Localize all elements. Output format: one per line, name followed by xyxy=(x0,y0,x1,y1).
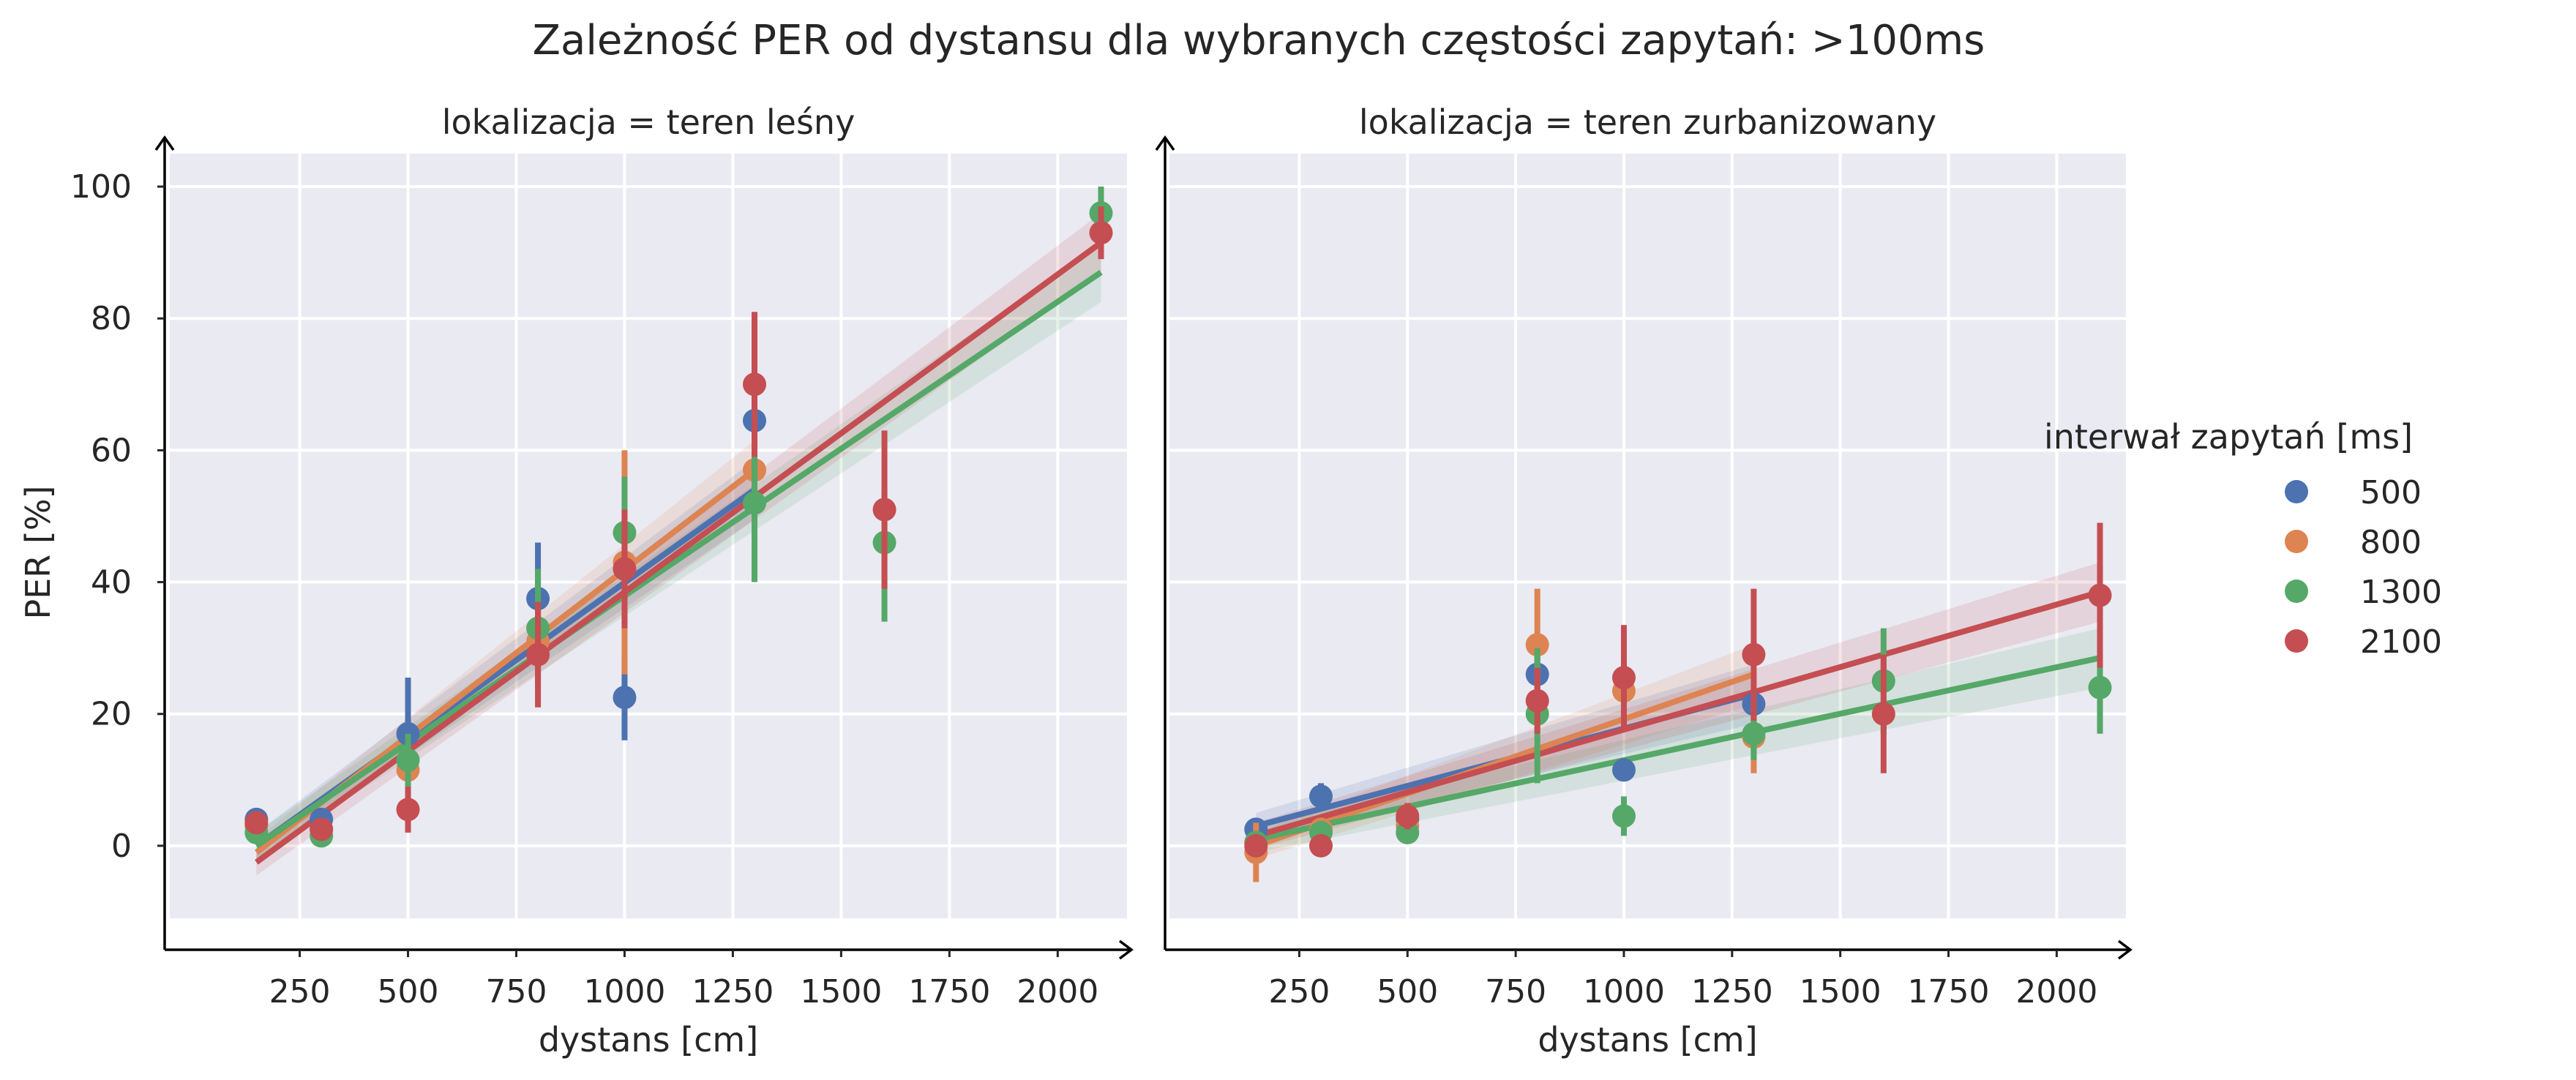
legend-label-800: 800 xyxy=(2360,524,2422,561)
x-tick-label: 500 xyxy=(378,973,439,1010)
x-tick-label: 1000 xyxy=(1583,973,1665,1010)
x-axis-label: dystans [cm] xyxy=(539,1020,758,1060)
regression-line-800 xyxy=(1254,671,1755,849)
data-point-2100 xyxy=(1244,833,1268,858)
legend-title: interwał zapytań [ms] xyxy=(2044,417,2413,457)
y-tick-label: 60 xyxy=(91,432,132,469)
legend-label-500: 500 xyxy=(2360,474,2422,511)
data-point-500 xyxy=(1308,784,1333,809)
data-point-2100 xyxy=(613,557,637,581)
x-tick-label: 2000 xyxy=(1016,973,1098,1010)
data-point-2100 xyxy=(1308,833,1333,858)
y-axis-arrow xyxy=(154,135,175,151)
regression-line-2100 xyxy=(1255,589,2101,839)
data-point-2100 xyxy=(310,817,334,841)
regression-line-1300 xyxy=(255,269,1103,849)
y-axis-label: PER [%] xyxy=(18,486,58,620)
data-point-1300 xyxy=(1742,721,1766,746)
data-point-2100 xyxy=(743,372,767,397)
x-tick-label: 1250 xyxy=(1691,973,1773,1010)
y-tick-label: 20 xyxy=(91,696,132,733)
x-axis-label: dystans [cm] xyxy=(1538,1020,1757,1060)
x-tick-label: 1750 xyxy=(1908,973,1990,1010)
legend-label-1300: 1300 xyxy=(2360,574,2442,611)
data-point-1300 xyxy=(1611,804,1636,828)
data-point-2100 xyxy=(2088,583,2112,607)
panel-title: lokalizacja = teren leśny xyxy=(442,102,855,142)
x-tick-label: 750 xyxy=(485,973,547,1010)
data-point-2100 xyxy=(1089,221,1113,245)
y-tick-label: 0 xyxy=(111,828,132,865)
x-tick-label: 250 xyxy=(1268,973,1330,1010)
data-point-2100 xyxy=(1742,642,1766,667)
data-point-2100 xyxy=(872,498,896,522)
x-tick-label: 1000 xyxy=(583,973,665,1010)
data-point-2100 xyxy=(526,642,550,667)
legend-marker-800 xyxy=(2285,530,2308,553)
data-point-500 xyxy=(1611,758,1636,782)
data-point-800 xyxy=(1525,633,1549,657)
x-tick-label: 750 xyxy=(1485,973,1546,1010)
data-point-1300 xyxy=(396,748,420,772)
data-point-2100 xyxy=(1525,689,1549,713)
y-tick-label: 80 xyxy=(91,300,132,337)
x-tick-label: 2000 xyxy=(2015,973,2097,1010)
legend-marker-500 xyxy=(2285,480,2308,503)
x-axis-arrow xyxy=(1118,940,1134,960)
x-axis-arrow xyxy=(2117,940,2133,960)
data-point-2100 xyxy=(1611,666,1636,690)
data-point-2100 xyxy=(244,811,269,835)
regression-line-1300 xyxy=(1255,655,2101,842)
legend: interwał zapytań [ms] 500 800 1300 2100 xyxy=(2044,417,2442,661)
legend-marker-1300 xyxy=(2285,580,2308,603)
legend-entries: 500 800 1300 2100 xyxy=(2285,474,2442,661)
panel-2: lokalizacja = teren zurbanizowany 250 500 7… xyxy=(1155,102,2133,1060)
chart-title: Zależność PER od dystansu dla wybranych … xyxy=(533,17,1985,64)
x-tick-label: 1500 xyxy=(1800,973,1882,1010)
data-point-1300 xyxy=(1396,820,1420,844)
data-point-1300 xyxy=(743,491,767,515)
y-tick-label: 100 xyxy=(70,168,132,206)
data-point-2100 xyxy=(396,798,420,822)
x-tick-label: 1250 xyxy=(692,973,774,1010)
data-point-1300 xyxy=(2088,675,2112,700)
x-tick-label: 250 xyxy=(269,973,331,1010)
legend-label-2100: 2100 xyxy=(2360,623,2442,661)
data-point-2100 xyxy=(1396,804,1420,828)
panel-title: lokalizacja = teren zurbanizowany xyxy=(1359,102,1936,142)
x-tick-label: 500 xyxy=(1377,973,1438,1010)
data-point-2100 xyxy=(1871,702,1895,726)
legend-marker-2100 xyxy=(2285,629,2308,653)
data-point-500 xyxy=(613,686,637,710)
x-tick-label: 1750 xyxy=(908,973,990,1010)
x-tick-label: 1500 xyxy=(800,973,882,1010)
y-axis-arrow xyxy=(1155,135,1175,151)
y-tick-label: 40 xyxy=(91,564,132,601)
